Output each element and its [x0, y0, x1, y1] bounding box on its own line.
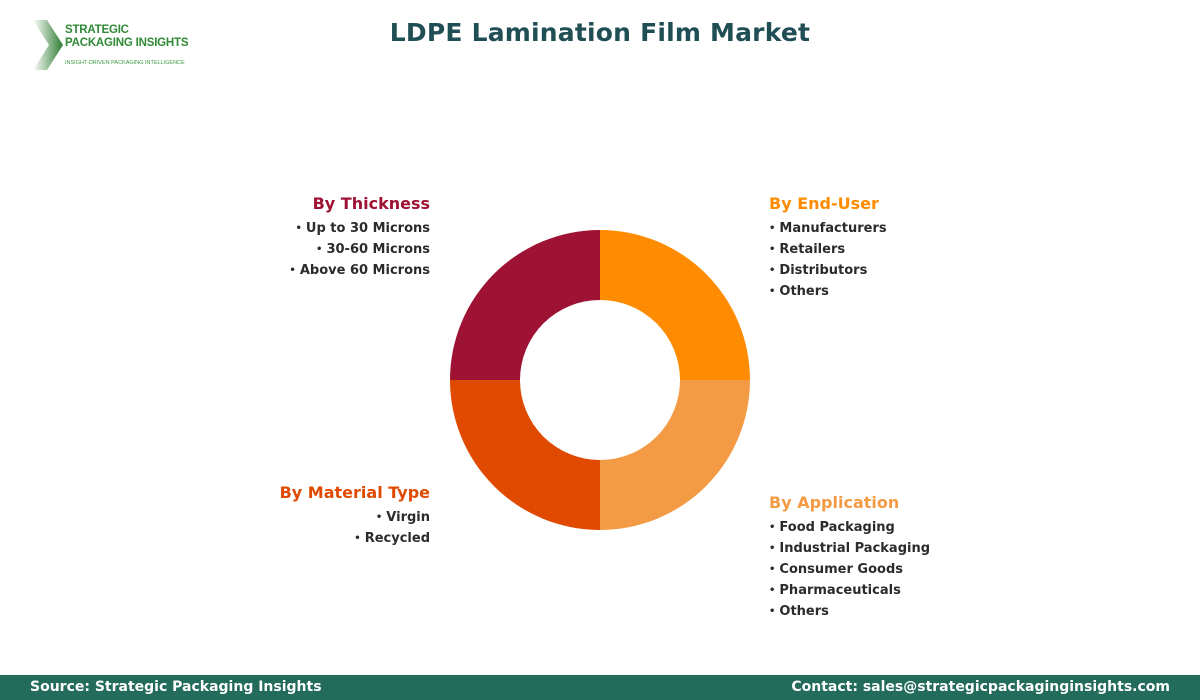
donut-slice-thickness — [450, 230, 600, 380]
brand-logo: STRATEGIC PACKAGING INSIGHTS INSIGHT-DRI… — [30, 18, 210, 72]
segment-item-label: Others — [779, 284, 829, 299]
segment-item-label: Virgin — [386, 510, 430, 525]
segment-list-item: • Distributors — [769, 261, 887, 282]
donut-slice-application — [600, 380, 750, 530]
segment-heading: By Application — [769, 493, 900, 512]
segment-list: • Food Packaging • Industrial Packaging • Con… — [769, 518, 930, 623]
segment-list: • Manufacturers • Retailers • Distributors • Ot… — [769, 219, 887, 303]
bullet-icon: • — [769, 223, 776, 234]
segment-list-item: • Above 60 Microns — [289, 261, 430, 282]
segment-list-item: • Others — [769, 282, 887, 303]
segment-list-item: • Consumer Goods — [769, 560, 930, 581]
bullet-icon: • — [316, 244, 323, 255]
bullet-icon: • — [769, 543, 776, 554]
segment-list-item: • Food Packaging — [769, 518, 930, 539]
segment-list: • Up to 30 Microns • 30-60 Microns • Above 60… — [289, 219, 430, 282]
segment-item-label: Up to 30 Microns — [305, 221, 430, 236]
segment-item-label: Manufacturers — [779, 221, 887, 236]
donut-slice-material-type — [450, 380, 600, 530]
segment-heading: By Thickness — [312, 194, 430, 213]
segment-thickness: By Thickness • Up to 30 Microns • 30-60 Mic… — [289, 194, 430, 282]
bullet-icon: • — [354, 533, 361, 544]
segment-item-label: Retailers — [779, 242, 846, 257]
segment-list-item: • Manufacturers — [769, 219, 887, 240]
segment-heading: By End-User — [769, 194, 879, 213]
bullet-icon: • — [769, 244, 776, 255]
segment-item-label: Pharmaceuticals — [779, 583, 901, 598]
segment-list-item: • Retailers — [769, 240, 887, 261]
segment-list-item: • Industrial Packaging — [769, 539, 930, 560]
segment-item-label: Above 60 Microns — [299, 263, 430, 278]
donut-chart — [450, 230, 750, 530]
donut-slice-end-user — [600, 230, 750, 380]
bullet-icon: • — [769, 564, 776, 575]
segment-item-label: 30-60 Microns — [326, 242, 430, 257]
bullet-icon: • — [769, 265, 776, 276]
bullet-icon: • — [769, 522, 776, 533]
segment-list-item: • Up to 30 Microns — [289, 219, 430, 240]
segment-material-type: By Material Type • Virgin • Recycled — [280, 483, 430, 550]
segment-list-item: • Recycled — [280, 529, 430, 550]
segment-item-label: Others — [779, 604, 829, 619]
logo-name-line2: PACKAGING INSIGHTS — [65, 37, 189, 49]
segment-list-item: • 30-60 Microns — [289, 240, 430, 261]
bullet-icon: • — [375, 512, 383, 523]
segment-list-item: • Pharmaceuticals — [769, 581, 930, 602]
segment-item-label: Distributors — [779, 263, 868, 278]
segment-item-label: Industrial Packaging — [779, 541, 931, 556]
logo-name: STRATEGIC PACKAGING INSIGHTS — [65, 24, 189, 50]
bullet-icon: • — [289, 265, 296, 276]
segment-item-label: Food Packaging — [779, 520, 895, 535]
segment-list-item: • Virgin — [280, 508, 430, 529]
segment-list: • Virgin • Recycled — [280, 508, 430, 550]
bullet-icon: • — [769, 286, 776, 297]
chevron-arrow-icon — [33, 20, 63, 70]
segment-application: By Application • Food Packaging • Industria… — [769, 493, 930, 623]
bullet-icon: • — [769, 606, 776, 617]
segment-end-user: By End-User • Manufacturers • Retailers • Dis… — [769, 194, 887, 303]
logo-tagline: INSIGHT-DRIVEN PACKAGING INTELLIGENCE — [65, 60, 185, 66]
footer-bar: Source: Strategic Packaging Insights Con… — [0, 675, 1200, 700]
page-title: LDPE Lamination Film Market — [389, 18, 811, 47]
bullet-icon: • — [769, 585, 776, 596]
footer-contact: Contact: sales@strategicpackaginginsight… — [791, 679, 1170, 695]
bullet-icon: • — [295, 223, 302, 234]
segment-item-label: Recycled — [364, 531, 430, 546]
footer-source: Source: Strategic Packaging Insights — [30, 679, 322, 695]
segment-item-label: Consumer Goods — [779, 562, 904, 577]
logo-name-line1: STRATEGIC — [65, 24, 129, 36]
segment-list-item: • Others — [769, 602, 930, 623]
segment-heading: By Material Type — [279, 483, 430, 502]
